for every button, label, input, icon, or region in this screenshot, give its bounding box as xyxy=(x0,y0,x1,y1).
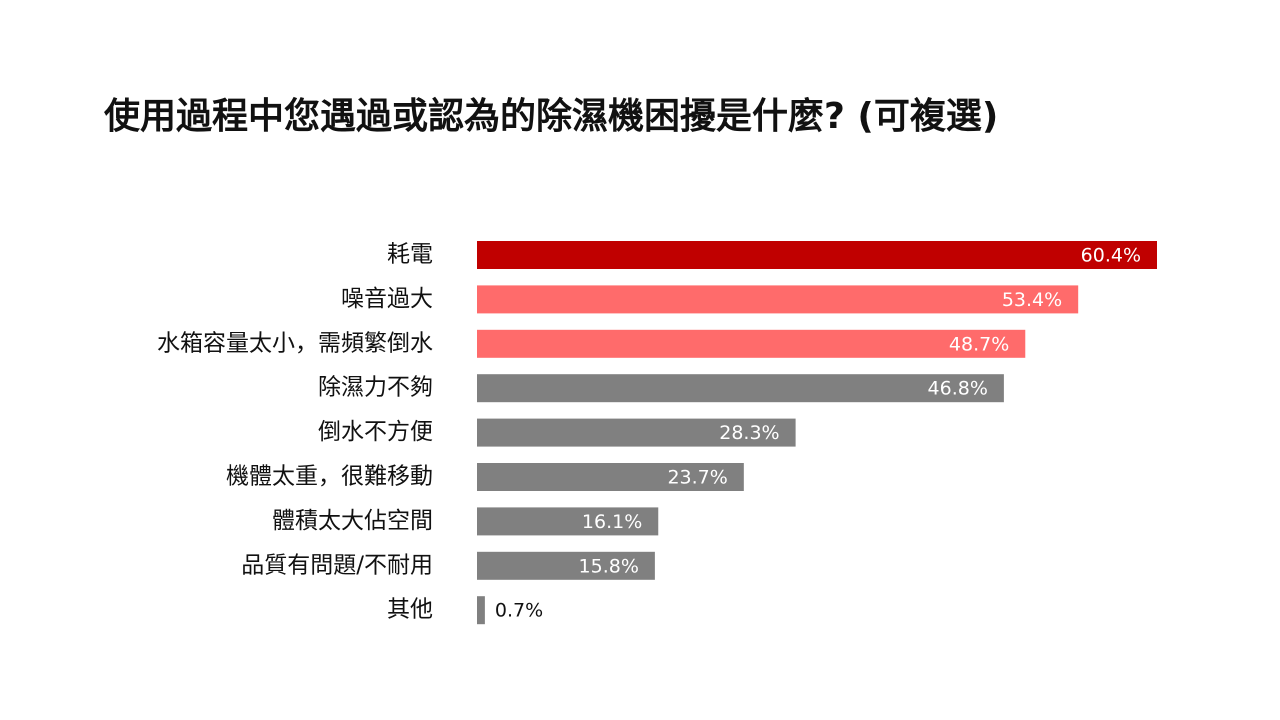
value-label: 60.4% xyxy=(1081,245,1141,267)
value-label: 48.7% xyxy=(949,333,1009,355)
value-label: 28.3% xyxy=(719,422,779,444)
bar xyxy=(477,418,796,447)
bar xyxy=(477,596,485,625)
chart-title: 使用過程中您遇過或認為的除濕機困擾是什麼? (可複選) xyxy=(104,96,998,137)
bar xyxy=(477,374,1004,403)
y-tick-label: 品質有問題/不耐用 xyxy=(241,552,433,578)
y-tick-label: 倒水不方便 xyxy=(318,419,433,445)
value-label: 15.8% xyxy=(579,555,639,577)
y-tick-label: 水箱容量太小，需頻繁倒水 xyxy=(157,330,433,356)
value-label: 53.4% xyxy=(1002,289,1062,311)
bar xyxy=(477,241,1157,269)
bar xyxy=(477,329,1026,358)
bar xyxy=(477,551,655,580)
bar xyxy=(477,285,1079,314)
value-label: 23.7% xyxy=(667,467,727,489)
value-label: 0.7% xyxy=(495,600,543,622)
value-label: 46.8% xyxy=(928,378,988,400)
bar xyxy=(477,507,659,536)
y-tick-label: 其他 xyxy=(387,597,433,623)
y-tick-label: 機體太重，很難移動 xyxy=(226,464,433,490)
y-tick-label: 除濕力不夠 xyxy=(318,375,433,401)
value-label: 16.1% xyxy=(582,511,642,533)
y-tick-label: 體積太大佔空間 xyxy=(272,508,433,534)
y-tick-label: 噪音過大 xyxy=(341,286,433,312)
y-tick-label: 耗電 xyxy=(387,242,433,268)
bar xyxy=(477,463,744,491)
